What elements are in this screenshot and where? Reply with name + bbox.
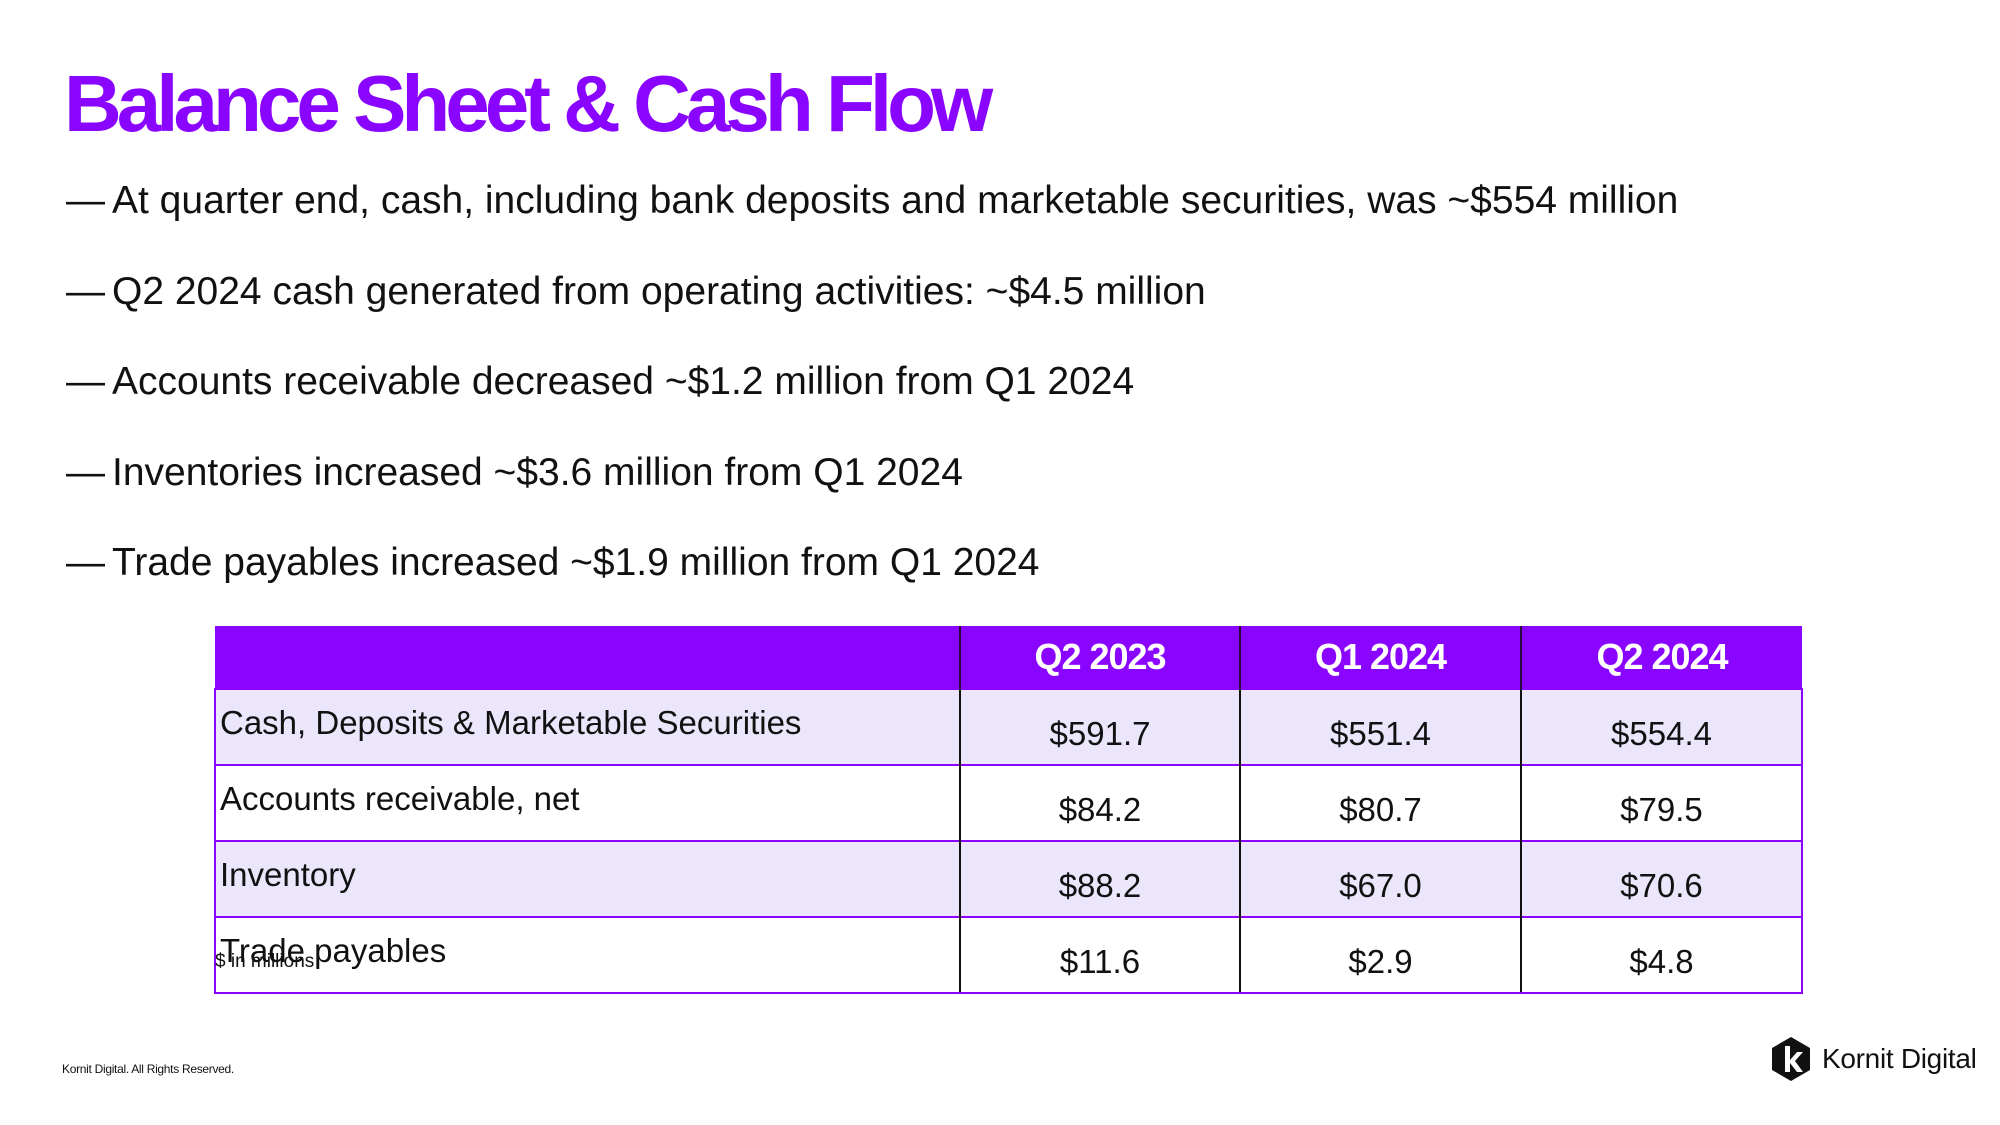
table-cell: $2.9 — [1239, 916, 1521, 994]
table-row: Trade payables $11.6 $2.9 $4.8 — [214, 916, 1803, 994]
bullet-item: — At quarter end, cash, including bank de… — [66, 178, 1678, 224]
table-row: Cash, Deposits & Marketable Securities $… — [214, 688, 1803, 765]
table-header-cell: Q2 2023 — [959, 626, 1240, 689]
row-label: Cash, Deposits & Marketable Securities — [214, 688, 960, 765]
logo-text: Kornit Digital — [1822, 1043, 1977, 1074]
bullet-text: At quarter end, cash, including bank dep… — [112, 179, 1679, 222]
bullet-dash: — — [66, 179, 105, 222]
bullet-text: Trade payables increased ~$1.9 million f… — [112, 541, 1040, 584]
table-header-cell: Q2 2024 — [1520, 626, 1802, 689]
row-label: Trade payables — [214, 916, 960, 994]
bullet-text: Q2 2024 cash generated from operating ac… — [112, 269, 1206, 313]
bullet-text: Accounts receivable decreased ~$1.2 mill… — [112, 360, 1135, 403]
table-cell: $79.5 — [1520, 764, 1803, 841]
table-cell: $67.0 — [1239, 840, 1521, 917]
table-cell: $591.7 — [959, 688, 1240, 765]
table-row: Accounts receivable, net $84.2 $80.7 $79… — [214, 764, 1803, 841]
bullet-item: — Inventories increased ~$3.6 million fro… — [66, 450, 1678, 496]
balance-sheet-table: Q2 2023 Q1 2024 Q2 2024 Cash, Deposits &… — [214, 626, 1803, 994]
bullet-item: — Trade payables increased ~$1.9 million … — [66, 540, 1678, 586]
bullet-dash: — — [66, 541, 105, 584]
table-cell: $70.6 — [1520, 840, 1803, 917]
bullet-text: Inventories increased ~$3.6 million from… — [112, 450, 963, 494]
table-row: Inventory $88.2 $67.0 $70.6 — [214, 840, 1803, 917]
copyright-text: Kornit Digital. All Rights Reserved. — [62, 1062, 234, 1076]
table-cell: $11.6 — [959, 916, 1240, 994]
company-logo: Kornit Digital — [1768, 1036, 1977, 1082]
table-header-cell — [215, 626, 960, 689]
table-cell: $4.8 — [1520, 916, 1803, 994]
bullet-dash: — — [66, 450, 105, 494]
bullet-list: — At quarter end, cash, including bank de… — [66, 178, 1678, 631]
units-note: $ in millions — [215, 951, 315, 972]
row-label: Accounts receivable, net — [214, 764, 960, 841]
page-title: Balance Sheet & Cash Flow — [64, 59, 993, 148]
kornit-k-logo-icon — [1772, 1037, 1810, 1081]
bullet-item: — Q2 2024 cash generated from operating a… — [66, 269, 1678, 315]
table-cell: $554.4 — [1520, 688, 1803, 765]
bullet-dash: — — [66, 269, 105, 313]
bullet-item: — Accounts receivable decreased ~$1.2 mil… — [66, 359, 1678, 405]
table-cell: $84.2 — [959, 764, 1240, 841]
table-cell: $80.7 — [1239, 764, 1521, 841]
table-header-row: Q2 2023 Q1 2024 Q2 2024 — [215, 626, 1802, 689]
bullet-dash: — — [66, 360, 105, 403]
table-header-cell: Q1 2024 — [1239, 626, 1521, 689]
table-cell: $551.4 — [1239, 688, 1521, 765]
table-cell: $88.2 — [959, 840, 1240, 917]
row-label: Inventory — [214, 840, 960, 917]
